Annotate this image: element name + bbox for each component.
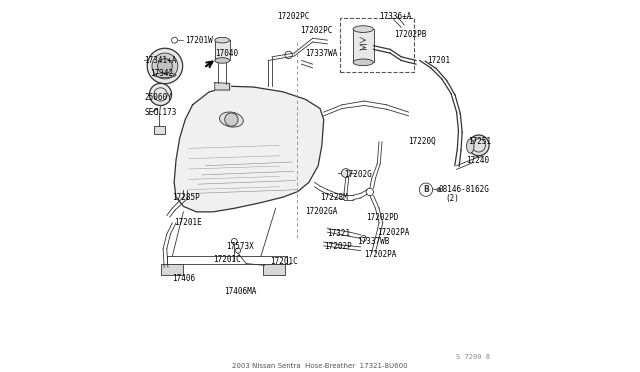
Text: 17337WA: 17337WA: [305, 49, 338, 58]
Text: 17201W: 17201W: [185, 36, 213, 45]
Text: S 7200 8: S 7200 8: [456, 353, 490, 359]
Text: 17406: 17406: [172, 274, 195, 283]
Circle shape: [468, 135, 489, 156]
Text: 17202G: 17202G: [344, 170, 372, 179]
Circle shape: [157, 59, 172, 73]
Text: 17202PA: 17202PA: [364, 250, 397, 259]
Bar: [161, 263, 184, 275]
Text: 25060Y: 25060Y: [145, 93, 172, 102]
Circle shape: [152, 53, 178, 79]
Text: 17220Q: 17220Q: [408, 137, 436, 146]
Text: 17202PC: 17202PC: [300, 26, 332, 35]
Ellipse shape: [353, 59, 373, 65]
Text: 17202P: 17202P: [324, 243, 351, 251]
Bar: [353, 29, 374, 62]
Bar: [340, 18, 414, 71]
Text: 17201: 17201: [427, 56, 450, 65]
Circle shape: [419, 183, 433, 196]
Text: 17202GA: 17202GA: [305, 207, 338, 217]
Text: 17201E: 17201E: [174, 218, 202, 227]
Text: 17406MA: 17406MA: [224, 287, 257, 296]
Text: 17201C: 17201C: [270, 257, 298, 266]
Text: 17202PD: 17202PD: [366, 213, 399, 222]
Text: 17337WB: 17337WB: [357, 237, 389, 246]
Text: SEC.173: SEC.173: [145, 108, 177, 117]
Bar: [263, 263, 285, 275]
Bar: [154, 126, 165, 134]
Text: 17040: 17040: [215, 49, 238, 58]
Ellipse shape: [215, 38, 230, 43]
Ellipse shape: [467, 139, 474, 153]
Text: 17321: 17321: [328, 230, 351, 238]
Text: 17240: 17240: [466, 155, 489, 165]
Circle shape: [172, 37, 177, 43]
Text: 08146-8162G: 08146-8162G: [438, 185, 489, 194]
Ellipse shape: [353, 26, 373, 32]
Text: 17285P: 17285P: [172, 193, 200, 202]
Text: 17228M: 17228M: [320, 193, 348, 202]
Text: 17342: 17342: [150, 69, 173, 78]
Text: 17202PB: 17202PB: [394, 30, 426, 39]
Circle shape: [437, 188, 441, 192]
Ellipse shape: [220, 112, 243, 127]
Text: B: B: [423, 185, 429, 194]
Text: 17202PA: 17202PA: [377, 228, 410, 237]
Text: 17251: 17251: [468, 137, 491, 146]
Polygon shape: [174, 86, 324, 212]
Bar: [215, 40, 230, 61]
Ellipse shape: [215, 58, 230, 63]
Circle shape: [341, 169, 350, 177]
Polygon shape: [215, 83, 230, 90]
Circle shape: [149, 83, 172, 106]
Text: 2003 Nissan Sentra  Hose-Breather  17321-8U600: 2003 Nissan Sentra Hose-Breather 17321-8…: [232, 363, 408, 369]
Circle shape: [225, 113, 238, 126]
Text: (2): (2): [445, 195, 460, 203]
Circle shape: [147, 48, 182, 84]
Text: 17573X: 17573X: [226, 243, 253, 251]
Text: 17202PC: 17202PC: [278, 12, 310, 21]
Text: 17341+A: 17341+A: [145, 56, 177, 65]
Text: 17336+A: 17336+A: [379, 12, 412, 21]
Text: 17201C: 17201C: [213, 255, 241, 264]
